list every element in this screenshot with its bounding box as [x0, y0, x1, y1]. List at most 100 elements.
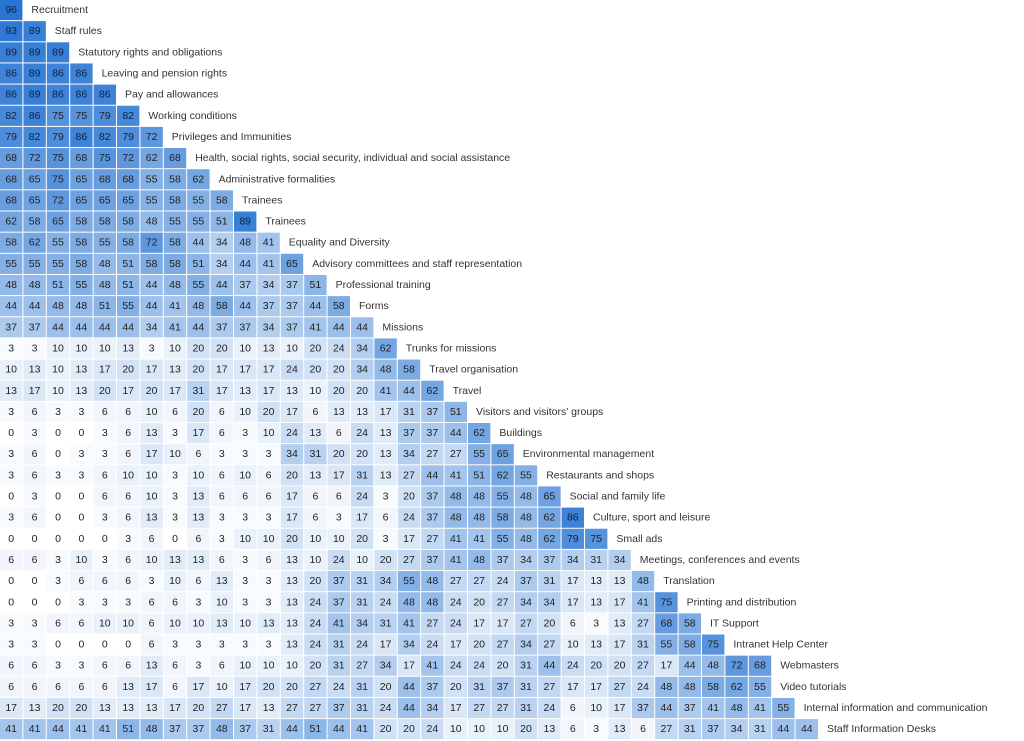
cell-value-label: 58 — [497, 512, 509, 524]
cell-value-label: 31 — [356, 596, 368, 608]
heatmap-cell — [327, 592, 350, 613]
category-label: Restaurants and shops — [546, 469, 654, 481]
heatmap-cell — [117, 676, 140, 697]
cell-value-label: 55 — [778, 702, 790, 714]
cell-value-label: 6 — [570, 702, 576, 714]
heatmap-cell — [46, 571, 70, 592]
heatmap-cell — [117, 507, 140, 528]
cell-value-label: 6 — [172, 660, 178, 672]
heatmap-cell — [46, 63, 70, 84]
cell-value-label: 48 — [5, 279, 17, 291]
cell-value-label: 31 — [356, 469, 368, 481]
cell-value-label: 13 — [122, 702, 134, 714]
heatmap-cell — [187, 592, 210, 613]
heatmap-cell — [538, 613, 561, 634]
heatmap-cell — [0, 634, 23, 655]
cell-value-label: 13 — [263, 702, 275, 714]
heatmap-cell — [117, 126, 140, 148]
heatmap-cell — [117, 359, 140, 380]
heatmap-cell — [140, 613, 163, 634]
heatmap-cell — [117, 190, 140, 211]
cell-value-label: 48 — [450, 512, 462, 524]
cell-value-label: 24 — [567, 660, 579, 672]
cell-value-label: 37 — [286, 300, 298, 312]
cell-value-label: 44 — [5, 300, 17, 312]
heatmap-cell — [70, 148, 93, 169]
heatmap-cell — [585, 528, 608, 549]
cell-value-label: 37 — [216, 321, 228, 333]
heatmap-cell — [468, 528, 491, 549]
heatmap-cell — [327, 655, 350, 676]
heatmap-cell — [491, 528, 514, 549]
heatmap-cell — [538, 719, 561, 740]
heatmap-cell — [257, 592, 280, 613]
cell-value-label: 10 — [216, 596, 228, 608]
cell-value-label: 58 — [122, 237, 134, 249]
heatmap-cell — [93, 549, 116, 571]
heatmap-cell — [117, 105, 140, 126]
heatmap-cell — [538, 592, 561, 613]
heatmap-cell — [280, 423, 304, 444]
cell-value-label: 55 — [169, 216, 181, 228]
cell-value-label: 20 — [473, 596, 485, 608]
heatmap-cell — [491, 465, 514, 486]
heatmap-cell — [491, 592, 514, 613]
cell-value-label: 44 — [122, 321, 134, 333]
cell-value-label: 27 — [310, 681, 322, 693]
cell-value-label: 37 — [239, 279, 251, 291]
heatmap-cell — [327, 380, 350, 401]
cell-value-label: 13 — [5, 385, 17, 397]
heatmap-cell — [234, 253, 257, 274]
cell-value-label: 86 — [52, 89, 64, 101]
heatmap-cell — [163, 253, 187, 274]
cell-value-label: 10 — [239, 660, 251, 672]
heatmap-cell — [163, 676, 187, 697]
cell-value-label: 0 — [55, 448, 61, 460]
heatmap-cell — [46, 549, 70, 571]
cell-value-label: 0 — [32, 596, 38, 608]
cell-value-label: 13 — [614, 723, 626, 735]
heatmap-cell — [23, 719, 46, 740]
heatmap-cell — [280, 676, 304, 697]
cell-value-label: 37 — [193, 723, 205, 735]
category-label: Missions — [382, 321, 423, 333]
cell-value-label: 17 — [286, 491, 298, 503]
heatmap-cell — [514, 465, 538, 486]
cell-value-label: 3 — [383, 491, 389, 503]
cell-value-label: 68 — [5, 173, 17, 185]
heatmap-cell — [304, 571, 327, 592]
heatmap-cell — [93, 296, 116, 317]
category-label: Advisory committees and staff representa… — [312, 258, 522, 270]
heatmap-cell — [23, 211, 46, 232]
cell-value-label: 44 — [333, 321, 345, 333]
cell-value-label: 24 — [310, 596, 322, 608]
cell-value-label: 55 — [193, 194, 205, 206]
cell-value-label: 6 — [336, 491, 342, 503]
cell-value-label: 20 — [590, 660, 602, 672]
heatmap-cell — [163, 719, 187, 740]
cell-value-label: 3 — [242, 448, 248, 460]
heatmap-cell — [0, 655, 23, 676]
heatmap-cell — [327, 697, 350, 719]
cell-value-label: 31 — [544, 575, 556, 587]
heatmap-cell — [234, 676, 257, 697]
cell-value-label: 20 — [544, 617, 556, 629]
heatmap-cell — [140, 274, 163, 296]
cell-value-label: 44 — [239, 258, 251, 270]
heatmap-cell — [140, 359, 163, 380]
heatmap-cell — [23, 634, 46, 655]
heatmap-cell — [187, 613, 210, 634]
heatmap-cell — [0, 169, 23, 190]
heatmap-cell — [210, 549, 233, 571]
heatmap-cell — [421, 571, 444, 592]
cell-value-label: 17 — [590, 681, 602, 693]
heatmap-cell — [468, 719, 491, 740]
cell-value-label: 51 — [216, 216, 228, 228]
heatmap-cell — [280, 274, 304, 296]
cell-value-label: 31 — [333, 639, 345, 651]
heatmap-cell — [561, 634, 584, 655]
cell-value-label: 24 — [427, 639, 439, 651]
heatmap-cell — [70, 697, 93, 719]
cell-value-label: 24 — [310, 639, 322, 651]
heatmap-cell — [327, 465, 350, 486]
